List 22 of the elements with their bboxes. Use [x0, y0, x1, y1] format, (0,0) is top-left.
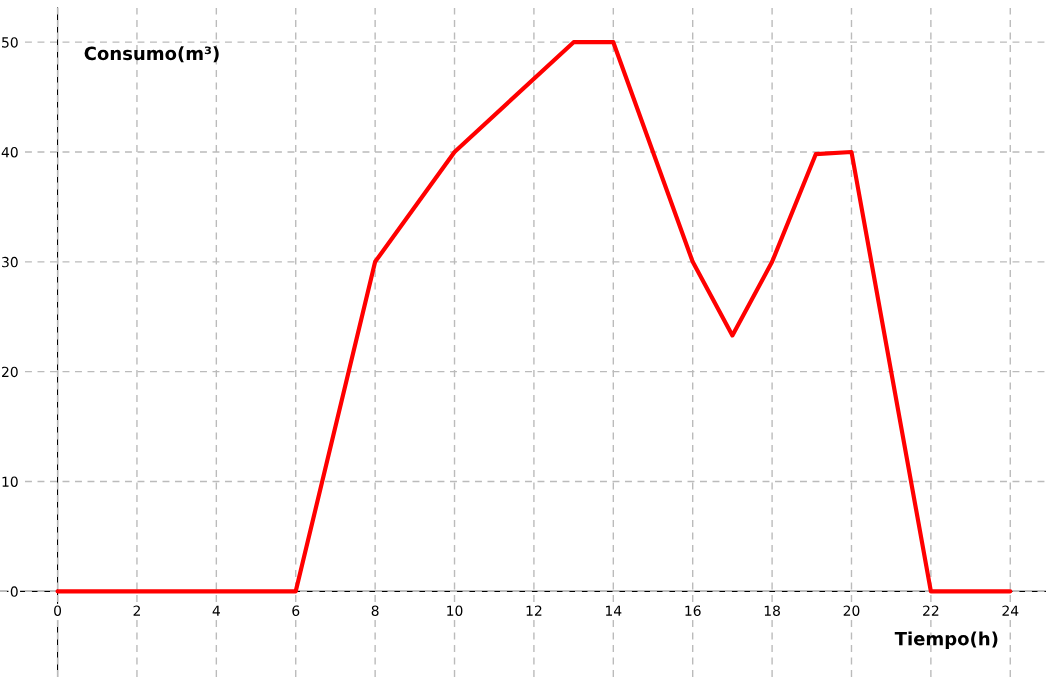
- x-tick-label: 14: [606, 605, 622, 616]
- x-tick-label: 4: [212, 605, 220, 616]
- x-tick-label: 20: [843, 605, 860, 616]
- x-tick-label: 8: [371, 605, 379, 616]
- y-tick-label: 40: [1, 146, 18, 158]
- y-tick-label: 20: [2, 366, 18, 378]
- x-tick-label: 0: [54, 605, 62, 616]
- y-tick-label: 30: [2, 256, 18, 268]
- x-tick-label: 2: [133, 605, 140, 616]
- x-axis-title: Tiempo(h): [894, 631, 998, 649]
- x-tick-label: 16: [685, 605, 701, 616]
- y-tick-label: 0: [10, 586, 18, 597]
- x-tick-label: 24: [1002, 605, 1019, 616]
- x-tick-label: 6: [292, 605, 300, 616]
- y-axis-title: Consumo(m³): [84, 46, 219, 63]
- x-tick-label: 22: [923, 605, 939, 616]
- x-tick-label: 12: [526, 605, 542, 616]
- line-series: [55, 40, 1013, 594]
- x-tick-label: 18: [764, 605, 780, 616]
- x-tick-label: 10: [447, 605, 463, 616]
- y-tick-label: 10: [2, 476, 18, 487]
- y-tick-label: 50: [2, 37, 18, 48]
